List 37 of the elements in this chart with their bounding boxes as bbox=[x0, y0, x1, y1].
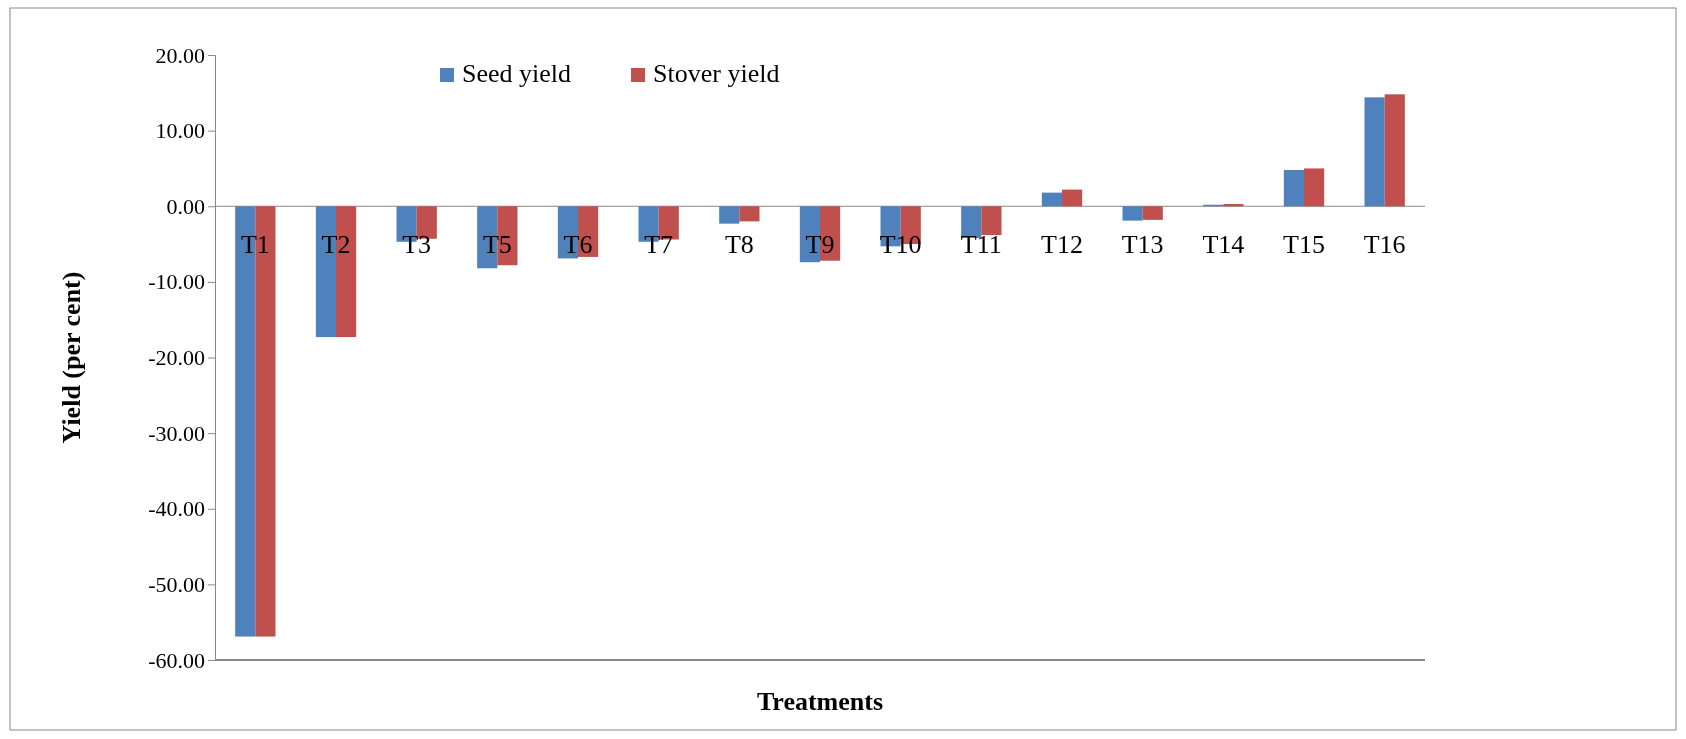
bar bbox=[1384, 94, 1405, 207]
x-tick-label: T9 bbox=[805, 230, 835, 260]
bar bbox=[1304, 168, 1325, 207]
bar bbox=[1223, 203, 1244, 207]
legend-label: Stover yield bbox=[653, 59, 780, 88]
y-tick-label: 20.00 bbox=[155, 42, 205, 68]
y-tick-label: -50.00 bbox=[148, 571, 205, 597]
bar bbox=[719, 206, 740, 224]
x-tick-label: T6 bbox=[563, 230, 593, 260]
x-tick-label: T14 bbox=[1202, 230, 1245, 260]
y-tick-label: -20.00 bbox=[148, 345, 205, 371]
y-tick-label: -10.00 bbox=[148, 269, 205, 295]
y-axis-title: Yield (per cent) bbox=[57, 271, 86, 444]
bar bbox=[1283, 169, 1304, 207]
x-tick-label: T15 bbox=[1283, 230, 1325, 260]
y-tick-label: -30.00 bbox=[148, 420, 205, 446]
bar bbox=[739, 206, 760, 222]
x-tick-label: T8 bbox=[724, 230, 754, 260]
bar bbox=[1041, 192, 1062, 207]
x-tick-label: T7 bbox=[644, 230, 674, 260]
bar bbox=[981, 206, 1002, 235]
x-tick-label: T16 bbox=[1363, 230, 1406, 260]
bar bbox=[1122, 206, 1143, 221]
legend-label: Seed yield bbox=[462, 59, 572, 88]
x-axis-title: Treatments bbox=[756, 687, 884, 716]
bar bbox=[1364, 97, 1385, 207]
y-tick-label: 10.00 bbox=[155, 118, 205, 144]
x-tick-label: T3 bbox=[402, 230, 432, 260]
y-tick-label: 0.00 bbox=[166, 193, 205, 219]
x-tick-label: T12 bbox=[1041, 230, 1083, 260]
bar bbox=[1062, 189, 1083, 207]
y-tick-label: -40.00 bbox=[148, 496, 205, 522]
x-tick-label: T11 bbox=[960, 230, 1002, 260]
x-tick-label: T5 bbox=[482, 230, 512, 260]
y-tick-label: -60.00 bbox=[148, 647, 205, 673]
x-tick-label: T13 bbox=[1121, 230, 1164, 260]
bar bbox=[1142, 206, 1163, 220]
